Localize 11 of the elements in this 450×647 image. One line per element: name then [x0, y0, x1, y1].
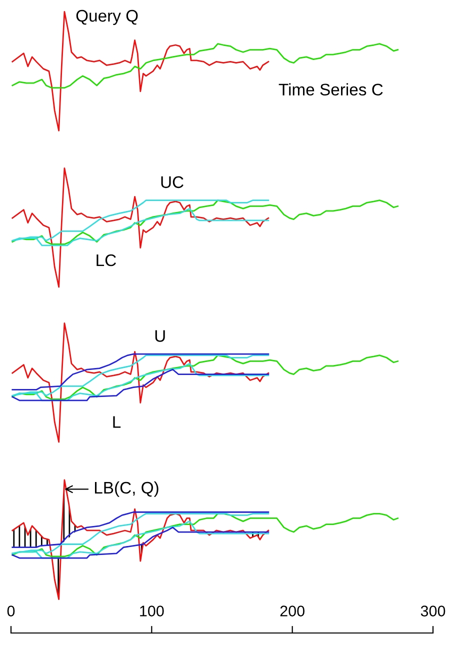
x-tick-label: 200 — [280, 606, 304, 616]
annotation: L — [113, 416, 121, 428]
annotation: UC — [161, 176, 184, 188]
annotation: Time Series C — [278, 83, 383, 96]
annotation: U — [155, 330, 165, 342]
annotation: LC — [96, 254, 116, 266]
x-tick-label: 300 — [420, 606, 446, 616]
x-tick-label: 100 — [140, 606, 164, 616]
x-tick-label: 0 — [7, 606, 15, 616]
annotation: Query Q — [76, 10, 138, 25]
annotation: LB(C, Q) — [94, 481, 158, 497]
